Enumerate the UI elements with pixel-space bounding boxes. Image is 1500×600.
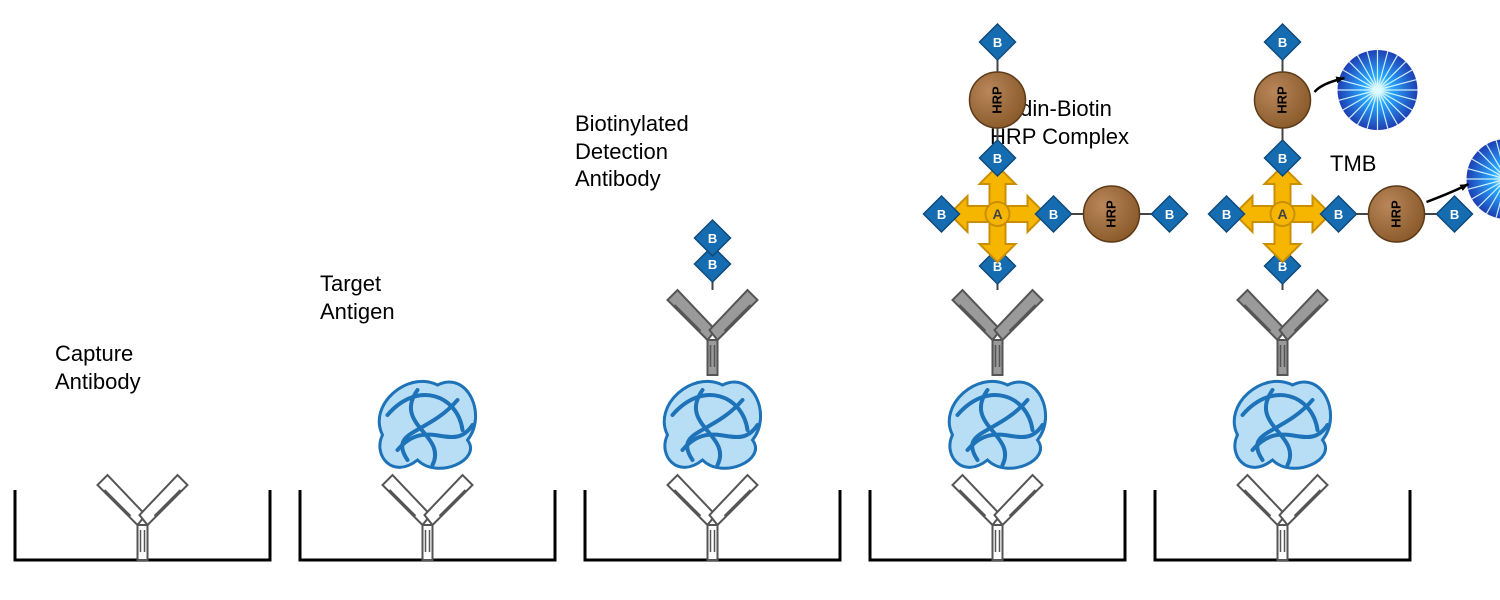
- avidin-icon: A: [1235, 166, 1331, 262]
- capture-antibody: [953, 475, 1043, 560]
- svg-text:B: B: [1222, 207, 1231, 222]
- detection-antibody: [668, 290, 758, 375]
- svg-text:HRP: HRP: [1104, 200, 1119, 228]
- target-antigen: [379, 381, 475, 468]
- avidin-icon: A: [950, 166, 1046, 262]
- svg-text:HRP: HRP: [1275, 86, 1290, 114]
- hrp-icon: HRP: [970, 72, 1026, 128]
- capture-antibody: [98, 475, 188, 560]
- signal-burst-icon: [1467, 139, 1500, 219]
- svg-text:B: B: [1278, 151, 1287, 166]
- svg-text:B: B: [1278, 35, 1287, 50]
- svg-text:B: B: [993, 151, 1002, 166]
- detection-antibody: [953, 290, 1043, 375]
- target-antigen: [664, 381, 760, 468]
- hrp-icon: HRP: [1369, 186, 1425, 242]
- svg-text:A: A: [992, 206, 1002, 222]
- svg-text:B: B: [708, 257, 717, 272]
- svg-text:B: B: [937, 207, 946, 222]
- diagram-svg: BBBABBBHRPBHRPBBABBBHRPBHRPB: [0, 0, 1500, 600]
- capture-antibody: [668, 475, 758, 560]
- target-antigen: [1234, 381, 1330, 468]
- capture-antibody: [1238, 475, 1328, 560]
- svg-text:B: B: [1450, 207, 1459, 222]
- signal-burst-icon: [1338, 50, 1418, 130]
- elisa-diagram: Capture Antibody Target Antigen Biotinyl…: [0, 0, 1500, 600]
- svg-text:B: B: [993, 35, 1002, 50]
- svg-text:A: A: [1277, 206, 1287, 222]
- svg-text:B: B: [1165, 207, 1174, 222]
- capture-antibody: [383, 475, 473, 560]
- svg-text:B: B: [1334, 207, 1343, 222]
- hrp-icon: HRP: [1084, 186, 1140, 242]
- detection-antibody: [1238, 290, 1328, 375]
- svg-text:HRP: HRP: [1389, 200, 1404, 228]
- svg-text:B: B: [1049, 207, 1058, 222]
- hrp-icon: HRP: [1255, 72, 1311, 128]
- target-antigen: [949, 381, 1045, 468]
- svg-text:HRP: HRP: [990, 86, 1005, 114]
- svg-text:B: B: [708, 231, 717, 246]
